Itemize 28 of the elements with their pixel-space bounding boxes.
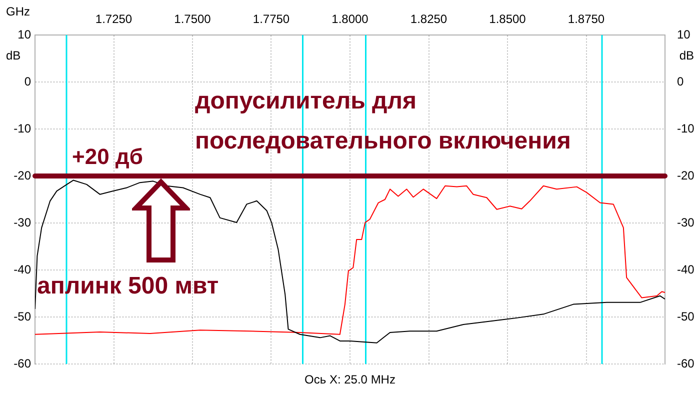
- y2-tick-label: 0: [677, 74, 684, 88]
- y-tick-label: 0: [24, 74, 32, 88]
- y-tick-label: -20: [14, 168, 32, 182]
- y2-tick-label: -60: [677, 356, 695, 370]
- y2-tick-label: -20: [677, 168, 695, 182]
- x-tick-label: 1.8000: [332, 12, 369, 26]
- x-axis-title: GHz: [6, 4, 30, 18]
- y-tick-label: -10: [14, 121, 32, 136]
- y-tick-label: -40: [14, 262, 32, 276]
- x-tick-label: 1.8250: [410, 12, 448, 26]
- x-tick-label: 1.7500: [174, 12, 212, 26]
- y2-tick-label: -10: [677, 121, 695, 136]
- y-tick-label: -60: [14, 356, 32, 370]
- y2-axis-title: dB: [679, 48, 694, 62]
- y-tick-label: -50: [14, 309, 32, 324]
- x-tick-label: 1.7750: [252, 12, 290, 26]
- y2-tick-label: -50: [677, 309, 695, 324]
- x-tick-label: 1.8750: [568, 12, 605, 26]
- y-tick-label: -30: [14, 215, 32, 230]
- text: Ось X: 25.0 MHz: [304, 372, 396, 386]
- y-tick-label: 10: [18, 27, 32, 42]
- x-tick-label: 1.8500: [489, 12, 526, 26]
- y-axis-title: dB: [6, 48, 21, 62]
- y2-tick-label: -40: [677, 262, 695, 276]
- x-tick-label: 1.7250: [95, 12, 132, 26]
- y2-tick-label: 10: [677, 27, 691, 42]
- annotation: +20 дб: [72, 144, 143, 170]
- y2-tick-label: -30: [677, 215, 695, 230]
